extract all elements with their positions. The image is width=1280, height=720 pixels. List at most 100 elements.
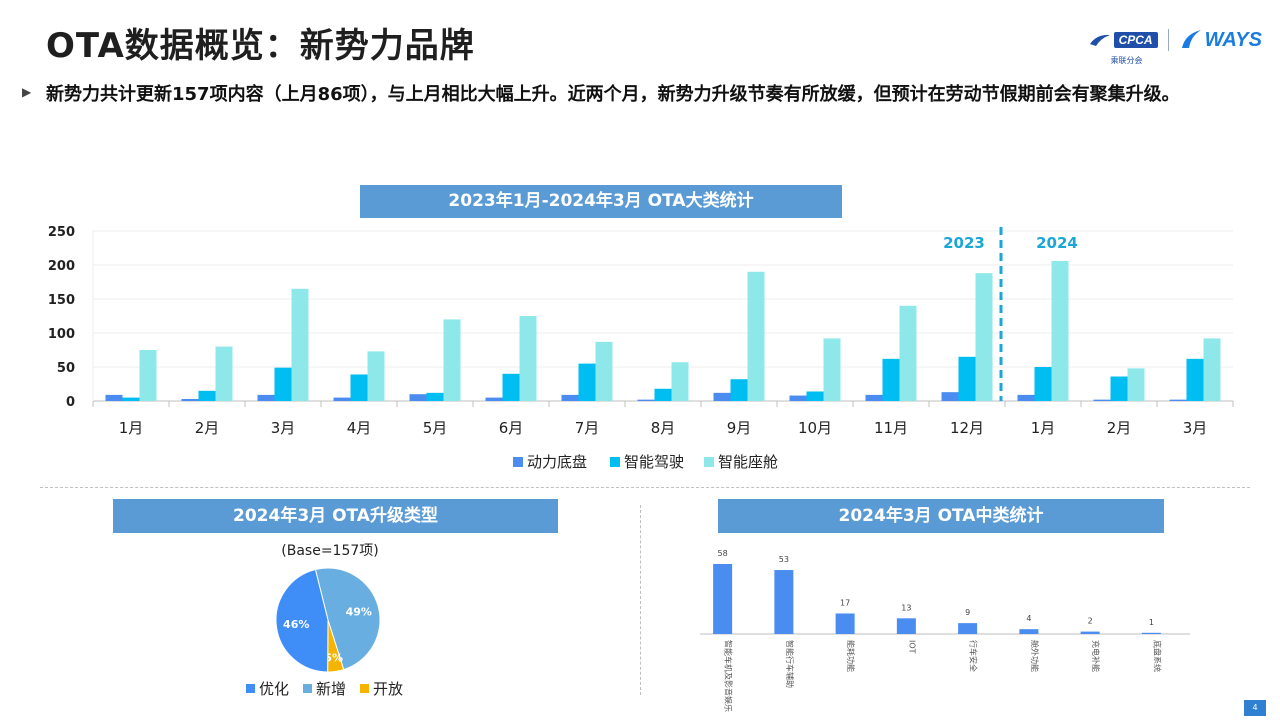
legend-label: 优化 xyxy=(259,680,290,698)
bar-power-chassis xyxy=(1017,394,1035,401)
vertical-divider xyxy=(640,505,641,695)
subcategory-bar xyxy=(774,570,794,634)
bar-power-chassis xyxy=(941,392,959,401)
bar-power-chassis xyxy=(561,394,579,401)
ota-category-bar-chart: 0 50 100 150 200 250 1月 2月 3月 4月 5月 6月 7月 8月 9月 10月 11月… xyxy=(48,225,1234,471)
bar-power-chassis xyxy=(181,398,199,401)
x-tick-label: 2月 xyxy=(195,419,220,437)
pie-slice xyxy=(275,568,329,673)
bar-smart-cabin xyxy=(139,350,157,401)
legend-swatch xyxy=(360,684,370,693)
y-tick-label: 200 xyxy=(48,259,75,274)
bar-smart-cabin xyxy=(291,288,309,401)
chart3-title: 2024年3月 OTA中类统计 xyxy=(838,506,1044,526)
pie-legend-item: 开放 xyxy=(360,678,403,699)
pie-value-label: 5% xyxy=(324,652,343,665)
bar-value-label: 9 xyxy=(965,608,970,617)
bar-power-chassis xyxy=(713,392,731,401)
subcategory-bar xyxy=(1019,629,1039,634)
cpca-logo: CPCA 乘联分会 xyxy=(1089,32,1158,65)
cpca-logo-text: CPCA xyxy=(1113,32,1158,48)
y-tick-label: 250 xyxy=(48,225,75,240)
ways-logo-text: WAYS xyxy=(1204,28,1262,51)
bar-smart-driving xyxy=(1034,367,1052,401)
bar-smart-driving xyxy=(502,373,520,401)
bar-smart-cabin xyxy=(595,341,613,401)
legend-label: 动力底盘 xyxy=(527,453,587,471)
pie-value-label: 49% xyxy=(346,605,372,618)
subcategory-bar xyxy=(958,623,978,634)
bar-power-chassis xyxy=(637,399,655,401)
horizontal-divider xyxy=(40,487,1250,488)
y-tick-label: 0 xyxy=(66,395,75,410)
x-tick-label: IOT xyxy=(907,640,916,654)
x-tick-label: 能耗功能 xyxy=(846,640,856,672)
bar-smart-cabin xyxy=(215,346,233,401)
y-tick-label: 150 xyxy=(48,293,75,308)
pie-slice xyxy=(314,567,381,671)
subcategory-bar xyxy=(835,613,855,634)
bar-power-chassis xyxy=(333,397,351,401)
subcategory-bar xyxy=(1141,632,1161,634)
bar-smart-driving xyxy=(958,356,976,401)
legend-label: 新增 xyxy=(316,680,347,698)
bullet-triangle-icon: ▶ xyxy=(22,85,32,99)
bar-power-chassis xyxy=(105,394,123,401)
bar-smart-cabin xyxy=(823,338,841,401)
legend-label: 开放 xyxy=(373,680,404,698)
y-tick-label: 50 xyxy=(57,361,75,376)
cpca-logo-subtext: 乘联分会 xyxy=(1110,56,1143,65)
page-number: 4 xyxy=(1244,700,1266,716)
pie-base-note: (Base=157项) xyxy=(281,543,379,559)
bar-smart-cabin xyxy=(1203,338,1221,401)
x-tick-label: 1月 xyxy=(1031,419,1056,437)
x-tick-label: 6月 xyxy=(499,419,524,437)
x-tick-label: 7月 xyxy=(575,419,600,437)
bar-smart-driving xyxy=(1110,376,1128,401)
bar-smart-driving xyxy=(350,374,368,401)
legend-swatch xyxy=(513,457,523,467)
bar-power-chassis xyxy=(1169,399,1187,401)
page-title: OTA数据概览：新势力品牌 xyxy=(46,26,475,66)
bar-smart-driving xyxy=(578,363,596,401)
legend-swatch xyxy=(246,684,255,693)
ota-subcategory-bar-chart: 58 智能车机及影音娱乐 53 智能行车辅助 17 能耗功能 13 IOT 9 行车安全 4 舱外功能… xyxy=(700,549,1190,712)
subcategory-bar xyxy=(713,564,733,634)
bar-power-chassis xyxy=(485,397,503,401)
legend-swatch xyxy=(303,684,313,693)
logo-separator xyxy=(1167,29,1169,51)
x-tick-label: 3月 xyxy=(1183,419,1208,437)
x-tick-label: 4月 xyxy=(347,419,372,437)
x-tick-label: 底盘系统 xyxy=(1152,640,1162,672)
bar-smart-cabin xyxy=(899,305,917,401)
chart2-title-banner: 2024年3月 OTA升级类型 xyxy=(113,499,558,533)
pie-legend: 优化 新增 开放 xyxy=(246,678,403,699)
bar-power-chassis xyxy=(865,394,883,401)
year-label-2023: 2023 xyxy=(943,234,985,252)
year-label-2024: 2024 xyxy=(1036,234,1078,252)
pie-value-label: 46% xyxy=(283,618,309,631)
bar-smart-cabin xyxy=(1051,260,1069,401)
legend-label: 智能座舱 xyxy=(718,453,778,471)
bar-power-chassis xyxy=(789,395,807,401)
chart2-title: 2024年3月 OTA升级类型 xyxy=(233,506,438,526)
bar-value-label: 1 xyxy=(1149,618,1154,627)
x-tick-label: 3月 xyxy=(271,419,296,437)
ways-swoosh-icon xyxy=(1181,30,1201,48)
x-tick-label: 舱外功能 xyxy=(1030,640,1040,672)
logo-area: CPCA 乘联分会 WAYS xyxy=(1089,24,1262,65)
bar-smart-cabin xyxy=(1127,368,1145,401)
chart3-title-banner: 2024年3月 OTA中类统计 xyxy=(718,499,1164,533)
x-tick-label: 10月 xyxy=(798,419,832,437)
cpca-wing-icon xyxy=(1089,34,1110,46)
legend-swatch xyxy=(610,457,620,467)
bar-smart-cabin xyxy=(367,351,385,401)
bar-smart-driving xyxy=(1186,358,1204,401)
bar-smart-cabin xyxy=(671,362,689,401)
x-tick-label: 11月 xyxy=(874,419,908,437)
x-tick-label: 2月 xyxy=(1107,419,1132,437)
bar-smart-driving xyxy=(198,390,216,401)
bar-value-label: 17 xyxy=(840,598,850,607)
bar-smart-cabin xyxy=(443,319,461,401)
bar-value-label: 58 xyxy=(718,549,728,558)
